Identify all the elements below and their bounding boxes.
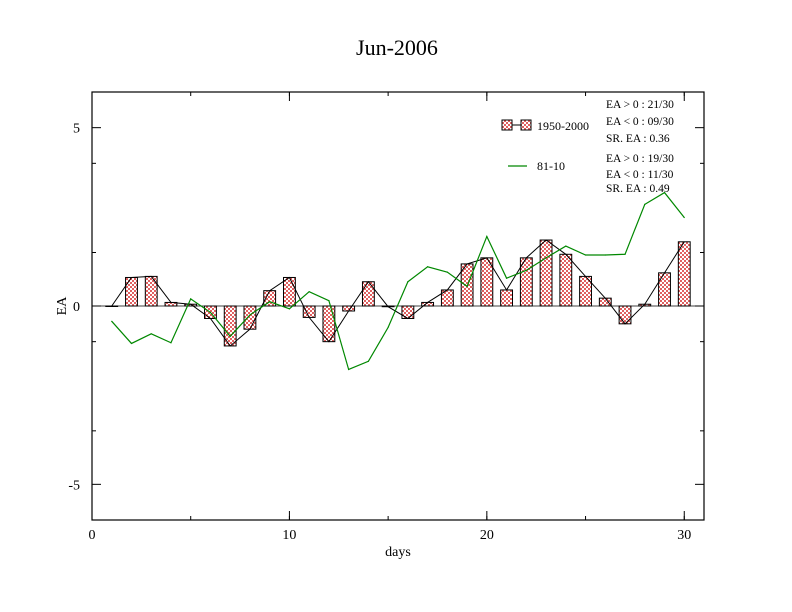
line-point <box>209 311 212 314</box>
stat-1950-neg: EA < 0 : 09/30 <box>606 116 674 128</box>
stat-1950-sr: SR. EA : 0.36 <box>606 133 670 145</box>
line-point <box>249 314 251 316</box>
legend-label-1950-2000: 1950-2000 <box>537 119 589 133</box>
line-point <box>111 320 113 322</box>
chart-title: Jun-2006 <box>356 35 438 60</box>
y-axis-ticks: -5 0 5 <box>68 122 704 521</box>
line-point <box>663 191 666 194</box>
line-point <box>525 269 527 271</box>
line-point <box>584 254 587 256</box>
line-point <box>348 368 350 371</box>
stat-8110-neg: EA < 0 : 11/30 <box>606 169 674 181</box>
bar <box>677 241 691 307</box>
x-axis-ticks: 0 10 20 30 <box>89 92 691 543</box>
line-point <box>624 253 626 255</box>
line-point <box>446 271 448 273</box>
line-point <box>486 235 488 238</box>
bar <box>618 305 632 325</box>
x-tick-label: 30 <box>677 528 691 543</box>
points-81-10 <box>111 191 685 371</box>
line-point <box>269 301 271 303</box>
bar <box>401 305 415 319</box>
y-axis-label: EA <box>55 296 70 316</box>
line-point <box>466 285 468 287</box>
line-point <box>604 254 606 256</box>
legend-swatch-1950-2000-b <box>520 119 532 131</box>
y-tick-label: -5 <box>68 478 80 493</box>
bar <box>361 281 375 307</box>
line-point <box>644 203 646 205</box>
bar <box>598 297 612 307</box>
bars-1950-2000 <box>105 239 691 347</box>
bar <box>559 253 573 307</box>
line-point <box>565 245 567 247</box>
x-tick-label: 20 <box>480 528 494 543</box>
bar <box>125 276 138 307</box>
line-point <box>190 298 192 300</box>
y-tick-label: 0 <box>73 300 80 315</box>
bar <box>658 272 671 307</box>
stat-1950-pos: EA > 0 : 21/30 <box>606 99 674 111</box>
line-point <box>427 266 429 268</box>
bar <box>539 239 553 307</box>
line-point <box>288 308 291 310</box>
bar-connector-line <box>111 239 685 347</box>
bar <box>105 305 119 307</box>
bar <box>243 305 257 330</box>
x-tick-label: 10 <box>282 528 296 543</box>
series-line-81-10 <box>111 191 685 371</box>
line-point <box>308 291 310 293</box>
bar <box>500 289 514 307</box>
legend-swatch-1950-2000-a <box>501 119 513 131</box>
bar <box>302 305 316 318</box>
line-point <box>545 257 547 259</box>
line-point <box>387 326 389 328</box>
stat-8110-pos: EA > 0 : 19/30 <box>606 153 674 165</box>
bar <box>282 276 296 307</box>
stat-8110-sr: SR. EA : 0.49 <box>606 183 670 195</box>
line-point <box>683 216 685 219</box>
line-point <box>328 300 330 302</box>
line-point <box>150 333 152 335</box>
legend-label-81-10: 81-10 <box>537 159 565 173</box>
line-point <box>170 342 172 344</box>
legend: 1950-2000 81-10 EA > 0 : 21/30 EA < 0 : … <box>501 99 674 195</box>
bar <box>144 275 158 307</box>
line-point <box>367 360 369 362</box>
x-axis-label: days <box>385 545 411 560</box>
line-point <box>407 281 409 283</box>
x-tick-label: 0 <box>89 528 96 543</box>
y-tick-label: 5 <box>73 122 80 137</box>
line-point <box>505 277 508 279</box>
line-point <box>130 342 133 345</box>
line-point <box>229 335 231 337</box>
